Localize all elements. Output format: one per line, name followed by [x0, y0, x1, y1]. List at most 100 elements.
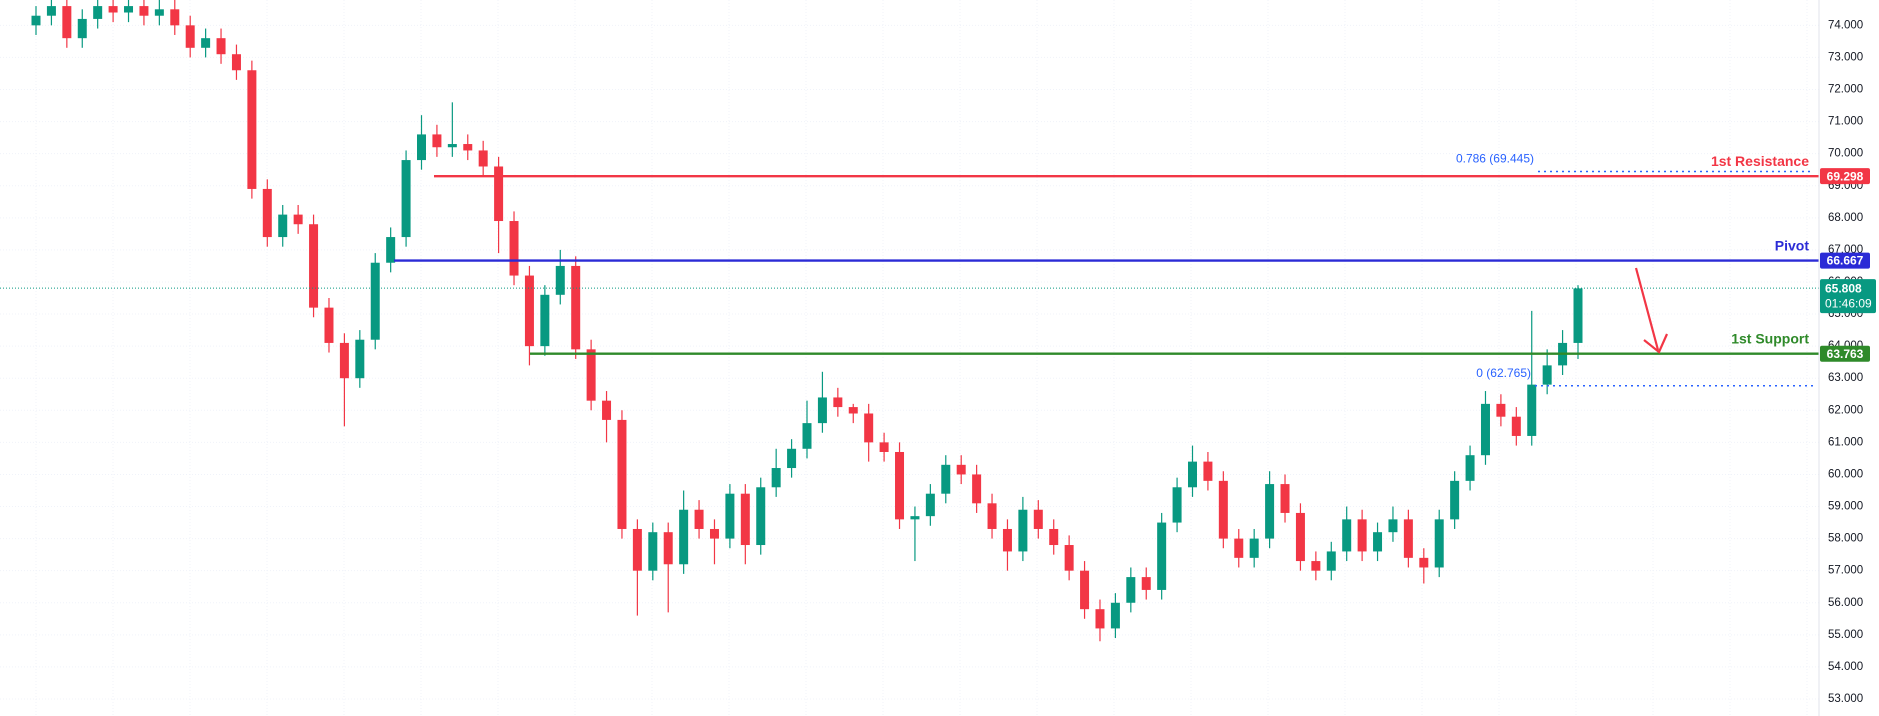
candle-body [1542, 365, 1552, 385]
candle-body [571, 265, 581, 350]
candle-body [1126, 577, 1136, 603]
candle-body [555, 265, 565, 295]
candle-body [1357, 519, 1367, 552]
candle-body [1234, 538, 1244, 558]
y-tick-label: 57.000 [1828, 565, 1863, 577]
candle-body [632, 528, 642, 571]
candle-body [740, 493, 750, 546]
candle-body [370, 262, 380, 340]
y-tick-label: 54.000 [1828, 661, 1863, 673]
candle-body [725, 493, 735, 539]
candle-body [1311, 561, 1321, 571]
candle-body [663, 532, 673, 565]
candle-body [31, 15, 41, 26]
candle-body [216, 38, 226, 55]
candle-body [278, 214, 288, 238]
candle-body [817, 397, 827, 424]
y-tick-label: 55.000 [1828, 629, 1863, 641]
forecast-arrow [1634, 267, 1669, 354]
candle-body [1326, 551, 1336, 571]
candle-body [231, 54, 241, 71]
y-tick-label: 62.000 [1828, 404, 1863, 416]
candle-body [77, 18, 87, 39]
candle-body [1172, 487, 1182, 523]
candle-body [1573, 288, 1583, 343]
y-tick-label: 56.000 [1828, 597, 1863, 609]
candle-body [1095, 609, 1105, 629]
candle-body [62, 6, 72, 39]
candle-body [1203, 461, 1213, 481]
candle-body [1188, 461, 1197, 488]
plot: 0.786 (69.445) 0 (62.765) 1st Resistance Pi… [0, 0, 1819, 700]
candle-body [1064, 545, 1074, 571]
candle-body [1373, 532, 1383, 552]
candle-body [1110, 602, 1120, 629]
y-tick-label: 68.000 [1828, 212, 1863, 224]
candle-body [540, 294, 550, 347]
level-tag [1820, 168, 1870, 185]
y-tick-label: 74.000 [1828, 19, 1863, 31]
vertical-grid [35, 0, 1808, 716]
y-tick-label: 73.000 [1828, 51, 1863, 63]
y-tick-label: 58.000 [1828, 533, 1863, 545]
candle-body [987, 503, 997, 529]
arrow-shaft [1634, 267, 1660, 351]
candle-body [1419, 557, 1429, 568]
candle-body [1450, 480, 1460, 520]
candle-body [1249, 538, 1259, 558]
candle-body [679, 509, 689, 565]
candle-body [694, 509, 704, 529]
candle-body [478, 150, 488, 167]
y-tick-label: 59.000 [1828, 501, 1863, 513]
candle-body [1018, 509, 1028, 552]
candle-body [1480, 403, 1490, 456]
candle-body [463, 144, 473, 151]
candle-body [709, 528, 719, 539]
candle-body [756, 487, 766, 546]
y-tick-label: 70.000 [1828, 148, 1863, 160]
level-name: 1st Support [1731, 330, 1809, 346]
y-tick-label: 72.000 [1828, 84, 1863, 96]
last-price-value: 65.808 [1825, 281, 1862, 295]
candle-body [324, 307, 334, 343]
candle-body [1527, 384, 1537, 436]
candle-body [848, 407, 858, 414]
candle-body [1388, 519, 1398, 533]
candle-body [1434, 519, 1444, 568]
y-tick-label: 71.000 [1828, 116, 1863, 128]
y-tick-label: 53.000 [1828, 693, 1863, 705]
candle-body [309, 224, 319, 308]
y-tick-label: 63.000 [1828, 372, 1863, 384]
candle-body [201, 38, 211, 48]
candle-body [895, 451, 905, 520]
level-name: 1st Resistance [1711, 153, 1809, 169]
candle-body [1002, 528, 1012, 552]
candle-body [925, 493, 935, 517]
arrow-head [1643, 333, 1669, 354]
candle-body [124, 6, 134, 13]
candle-body [1049, 528, 1059, 546]
candle-body [586, 349, 596, 401]
fib-label: 0 (62.765) [1476, 366, 1531, 380]
candle-body [93, 6, 103, 19]
candle-body [139, 6, 149, 16]
candle-body [1280, 484, 1290, 513]
candle-body [432, 134, 442, 148]
candle-body [355, 339, 365, 379]
candle-body [1033, 509, 1043, 529]
candle-body [617, 419, 627, 529]
level-value: 69.298 [1827, 169, 1864, 183]
candle-body [154, 9, 164, 16]
candle-body [339, 342, 349, 379]
candle-body [185, 25, 195, 48]
candle-body [1265, 484, 1275, 539]
candle-body [293, 214, 303, 225]
candle-body [170, 9, 180, 26]
candle-body [386, 237, 396, 263]
candle-body [972, 474, 982, 504]
candle-body [1342, 519, 1352, 552]
candle-body [417, 134, 426, 161]
level-tag [1820, 252, 1870, 269]
